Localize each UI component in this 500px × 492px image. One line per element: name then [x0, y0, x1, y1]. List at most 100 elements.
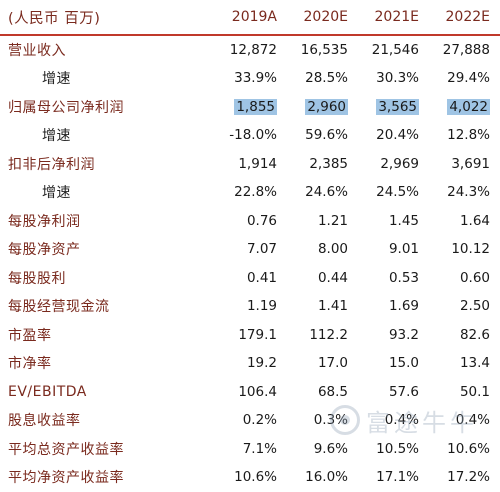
row-label: 归属母公司净利润 — [8, 93, 124, 121]
row-label: 每股经营现金流 — [8, 293, 110, 321]
row-value: 33.9% — [207, 65, 277, 93]
row-value: 19.2 — [207, 350, 277, 378]
row-value: 68.5 — [278, 378, 348, 406]
row-value: 10.5% — [349, 435, 419, 463]
row-value: 0.76 — [207, 207, 277, 235]
row-label: 增速 — [42, 122, 71, 150]
row-value: 0.4% — [420, 407, 490, 435]
year-header-2019A: 2019A — [207, 0, 277, 34]
row-value: 112.2 — [278, 321, 348, 349]
row-value: 0.4% — [349, 407, 419, 435]
row-label: 营业收入 — [8, 36, 66, 64]
row-value: 50.1 — [420, 378, 490, 406]
row-value: 9.6% — [278, 435, 348, 463]
row-value: 30.3% — [349, 65, 419, 93]
table-row: 平均总资产收益率 7.1%9.6%10.5%10.6% — [0, 435, 500, 464]
row-value: 22.8% — [207, 179, 277, 207]
row-value: 0.44 — [278, 264, 348, 292]
row-value: 2.50 — [420, 293, 490, 321]
row-value: 8.00 — [278, 236, 348, 264]
table-row: 增速 33.9%28.5%30.3%29.4% — [0, 65, 500, 94]
row-label: 每股净资产 — [8, 236, 81, 264]
row-value: 3,691 — [420, 150, 490, 178]
row-value: 4,022 — [420, 93, 490, 121]
row-value: 0.53 — [349, 264, 419, 292]
row-value: 2,385 — [278, 150, 348, 178]
row-value: 15.0 — [349, 350, 419, 378]
unit-label: (人民币 百万) — [8, 0, 100, 34]
row-value: 10.6% — [420, 435, 490, 463]
row-label: 增速 — [42, 179, 71, 207]
table-row: 平均净资产收益率 10.6%16.0%17.1%17.2% — [0, 464, 500, 492]
row-value: 2,960 — [278, 93, 348, 121]
row-value: 0.2% — [207, 407, 277, 435]
row-label: 股息收益率 — [8, 407, 81, 435]
row-value: 7.1% — [207, 435, 277, 463]
table-row: 增速-18.0%59.6%20.4%12.8% — [0, 122, 500, 151]
row-value: 179.1 — [207, 321, 277, 349]
table-header: (人民币 百万) 2019A 2020E 2021E 2022E — [0, 0, 500, 36]
row-value: 1.45 — [349, 207, 419, 235]
row-value: 21,546 — [349, 36, 419, 64]
row-value: 16,535 — [278, 36, 348, 64]
row-value: 0.60 — [420, 264, 490, 292]
row-value: 3,565 — [349, 93, 419, 121]
row-value: 0.3% — [278, 407, 348, 435]
row-label: 增速 — [42, 65, 71, 93]
row-value: 1.64 — [420, 207, 490, 235]
row-value: 93.2 — [349, 321, 419, 349]
row-label: 每股股利 — [8, 264, 66, 292]
row-value: 1.69 — [349, 293, 419, 321]
row-value: 10.6% — [207, 464, 277, 492]
row-value: 28.5% — [278, 65, 348, 93]
row-value: 12.8% — [420, 122, 490, 150]
year-header-2022E: 2022E — [420, 0, 490, 34]
row-value: 0.41 — [207, 264, 277, 292]
row-value: 24.5% — [349, 179, 419, 207]
row-value: 27,888 — [420, 36, 490, 64]
row-value: 10.12 — [420, 236, 490, 264]
row-value: 57.6 — [349, 378, 419, 406]
row-label: 平均总资产收益率 — [8, 435, 124, 463]
year-header-2021E: 2021E — [349, 0, 419, 34]
row-value: 59.6% — [278, 122, 348, 150]
row-value: 17.1% — [349, 464, 419, 492]
row-value: 1,855 — [207, 93, 277, 121]
row-value: 9.01 — [349, 236, 419, 264]
table-row: 增速 22.8%24.6%24.5%24.3% — [0, 179, 500, 208]
row-value: 13.4 — [420, 350, 490, 378]
row-value: 20.4% — [349, 122, 419, 150]
row-value: 7.07 — [207, 236, 277, 264]
row-value: 106.4 — [207, 378, 277, 406]
row-value: 24.6% — [278, 179, 348, 207]
row-label: 每股净利润 — [8, 207, 81, 235]
row-label: EV/EBITDA — [8, 378, 87, 406]
row-label: 市净率 — [8, 350, 52, 378]
row-value: 16.0% — [278, 464, 348, 492]
row-value: 2,969 — [349, 150, 419, 178]
row-value: 24.3% — [420, 179, 490, 207]
row-value: 12,872 — [207, 36, 277, 64]
row-value: 17.0 — [278, 350, 348, 378]
row-value: 1.21 — [278, 207, 348, 235]
row-value: 1.19 — [207, 293, 277, 321]
row-label: 扣非后净利润 — [8, 150, 95, 178]
row-value: 29.4% — [420, 65, 490, 93]
row-label: 平均净资产收益率 — [8, 464, 124, 492]
row-value: 1,914 — [207, 150, 277, 178]
row-value: 82.6 — [420, 321, 490, 349]
row-label: 市盈率 — [8, 321, 52, 349]
row-value: 17.2% — [420, 464, 490, 492]
row-value: 1.41 — [278, 293, 348, 321]
